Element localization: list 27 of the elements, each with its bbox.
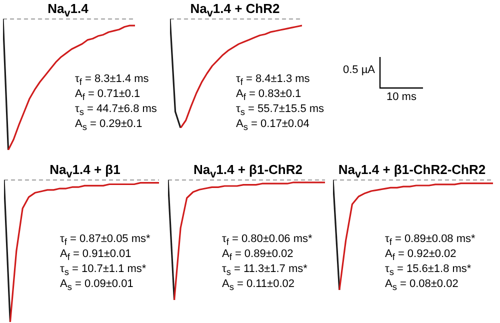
text: 0.5 µA [342,64,375,76]
annotation: τ$_{f}$ = 0.89±0.08 ms* [385,232,476,249]
annotation: τ$_{f}$ = 8.3±1.4 ms [75,72,149,89]
annotation: τ$_{f}$ = 8.4±1.3 ms [236,72,310,89]
chart-title: Na$_{v}$1.4 [46,1,90,20]
annotation: A$_{f}$ = 0.71±0.1 [75,87,140,104]
annotation: τ$_{f}$ = 0.80±0.06 ms* [222,232,312,249]
annotation: τ$_{s}$ = 11.3±1.7 ms* [222,262,308,279]
chart-title: Na$_{v}$1.4 + β1-ChR2 [194,162,302,181]
chart-title: Na$_{v}$1.4 + β1 [48,162,122,181]
annotation: A$_{f}$ = 0.89±0.02 [222,247,294,264]
text: 10 ms [386,91,418,103]
annotation: A$_{s}$ = 0.11±0.02 [222,277,294,294]
annotation: A$_{s}$ = 0.29±0.1 [75,117,142,134]
annotation: τ$_{s}$ = 55.7±15.5 ms [236,102,324,119]
annotation: A$_{s}$ = 0.08±0.02 [385,277,458,294]
chart-title: Na$_{v}$1.4 + β1-ChR2-ChR2 [337,162,487,181]
annotation: τ$_{s}$ = 15.6±1.8 ms* [385,262,472,279]
annotation: A$_{f}$ = 0.91±0.01 [60,247,132,264]
annotation: τ$_{s}$ = 10.7±1.1 ms* [60,262,146,279]
annotation: τ$_{f}$ = 0.87±0.05 ms* [60,232,150,249]
annotation: A$_{f}$ = 0.83±0.1 [236,87,302,104]
annotation: A$_{s}$ = 0.17±0.04 [236,117,310,134]
annotation: A$_{s}$ = 0.09±0.01 [60,277,134,294]
annotation: τ$_{s}$ = 44.7±6.8 ms [75,102,157,119]
chart-title: Na$_{v}$1.4 + ChR2 [189,1,281,20]
annotation: A$_{f}$ = 0.92±0.02 [385,247,456,264]
